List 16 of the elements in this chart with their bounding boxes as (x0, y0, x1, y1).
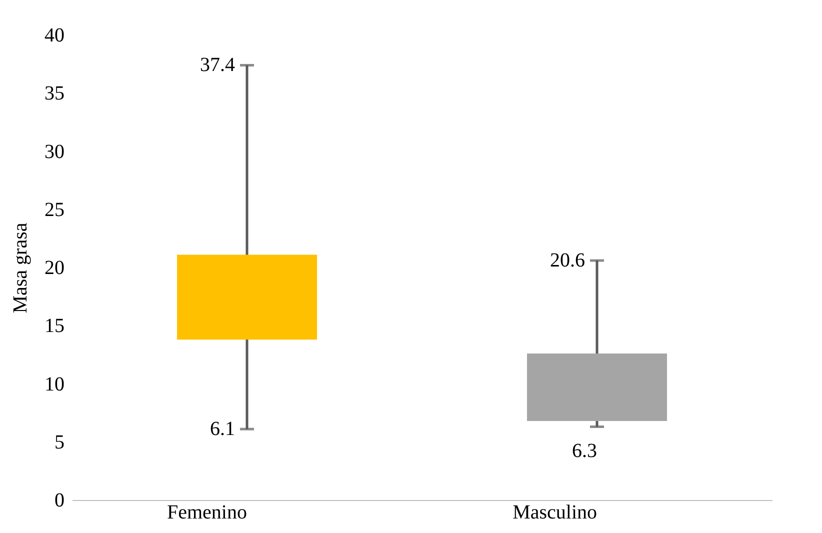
y-tick-label: 30 (44, 140, 64, 163)
annotation: 6.3 (572, 440, 597, 462)
y-tick-label: 15 (44, 315, 64, 338)
y-tick-label: 10 (44, 373, 64, 396)
y-axis-title: Masa grasa (10, 222, 32, 314)
y-tick-label: 20 (44, 257, 64, 279)
y-tick-label: 5 (54, 431, 64, 454)
x-tick-label: Femenino (167, 502, 247, 524)
y-tick-label: 35 (44, 82, 64, 105)
y-tick-label: 25 (44, 198, 64, 221)
annotation: 37.4 (200, 54, 235, 76)
x-tick-label: Masculino (512, 502, 597, 524)
annotation: 6.1 (210, 418, 235, 440)
y-tick-label: 40 (44, 24, 64, 46)
annotation: 20.6 (550, 250, 585, 272)
y-tick-label: 0 (54, 490, 64, 512)
